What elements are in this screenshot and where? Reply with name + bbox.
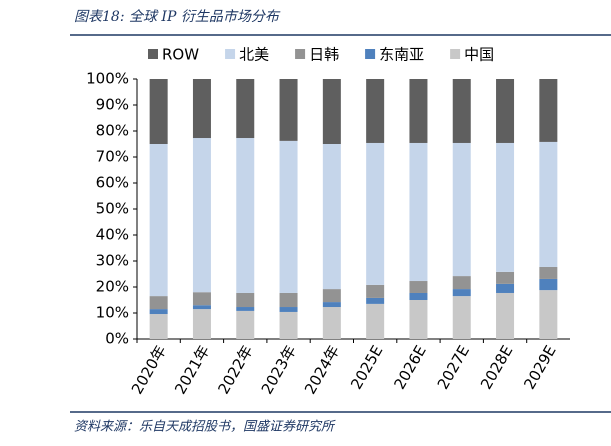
x-tick-label: 2020年	[128, 342, 170, 397]
y-tick-label: 60%	[96, 174, 129, 192]
bar-segment	[452, 276, 471, 290]
bar-segment	[192, 292, 211, 306]
bar-segment	[452, 296, 471, 339]
bar-segment	[279, 311, 298, 339]
bar-segment	[322, 289, 341, 303]
bar-segment	[192, 309, 211, 339]
bar-segment	[279, 79, 298, 141]
bar-segment	[322, 307, 341, 339]
legend-label: 中国	[464, 46, 494, 64]
bar-segment	[236, 307, 255, 311]
y-tick-label: 40%	[96, 226, 129, 244]
y-tick-label: 20%	[96, 278, 129, 296]
bar-segment	[366, 79, 385, 143]
x-tick-label: 2023年	[258, 342, 300, 397]
x-tick-label: 2021年	[171, 342, 213, 397]
y-tick-label: 70%	[96, 148, 129, 166]
bar-segment	[496, 283, 515, 293]
bar-segment	[452, 289, 471, 297]
legend-label: 北美	[239, 46, 269, 64]
y-tick-label: 80%	[96, 122, 129, 140]
bar-segment	[149, 296, 168, 310]
bar-segment	[496, 142, 515, 272]
bar-segment	[192, 138, 211, 293]
bar-segment	[279, 292, 298, 308]
y-tick-label: 0%	[105, 330, 129, 348]
bar-segment	[366, 297, 385, 304]
bar-segment	[149, 314, 168, 339]
x-tick-label: 2029E	[520, 342, 559, 392]
bar-segment	[409, 281, 428, 293]
bar-segment	[409, 79, 428, 143]
bar-segment	[366, 284, 385, 298]
chart-title: 图表18: 全球 IP 衍生品市场分布	[74, 9, 281, 25]
x-tick-label: 2024年	[301, 342, 343, 397]
bar-segment	[149, 309, 168, 315]
y-tick-label: 50%	[96, 200, 129, 218]
bar-segment	[539, 290, 558, 339]
y-tick-label: 30%	[96, 252, 129, 270]
bar-segment	[322, 144, 341, 290]
bar-segment	[409, 300, 428, 339]
bar-segment	[149, 79, 168, 144]
bar-segment	[366, 142, 385, 285]
legend-label: ROW	[162, 46, 199, 64]
x-tick-label: 2028E	[477, 342, 516, 392]
bar-segment	[236, 292, 255, 308]
legend-swatch	[225, 49, 236, 59]
legend-swatch	[450, 49, 461, 59]
bar-segment	[236, 79, 255, 139]
y-tick-label: 90%	[96, 96, 129, 114]
bar-segment	[192, 79, 211, 139]
bar-segment	[539, 266, 558, 279]
x-tick-label: 2027E	[434, 342, 473, 392]
legend-label: 日韩	[309, 46, 339, 64]
bar-segment	[409, 142, 428, 282]
bar-segment	[322, 302, 341, 308]
bar-segment	[279, 140, 298, 293]
bar-segment	[149, 144, 168, 297]
x-tick-label: 2026E	[390, 342, 429, 392]
y-tick-label: 100%	[86, 70, 129, 88]
legend-swatch	[148, 49, 158, 59]
bar-segment	[322, 79, 341, 144]
bar-segment	[236, 310, 255, 339]
bar-segment	[496, 292, 515, 339]
bar-segment	[496, 271, 515, 284]
x-tick-label: 2025E	[347, 342, 386, 392]
bar-segment	[366, 303, 385, 339]
bar-segment	[539, 141, 558, 267]
legend-swatch	[295, 49, 306, 59]
bar-segment	[452, 79, 471, 143]
y-tick-label: 10%	[96, 304, 129, 322]
bar-segment	[409, 292, 428, 300]
bar-segment	[496, 79, 515, 143]
source-note: 资料来源：乐自天成招股书，国盛证券研究所	[74, 419, 336, 435]
legend-swatch	[365, 49, 376, 59]
legend-label: 东南亚	[379, 46, 424, 64]
bar-segment	[279, 307, 298, 312]
bar-segment	[539, 278, 558, 291]
bar-segment	[452, 142, 471, 277]
x-tick-label: 2022年	[214, 342, 256, 397]
bar-segment	[192, 305, 211, 310]
bar-segment	[539, 79, 558, 142]
bar-segment	[236, 138, 255, 293]
